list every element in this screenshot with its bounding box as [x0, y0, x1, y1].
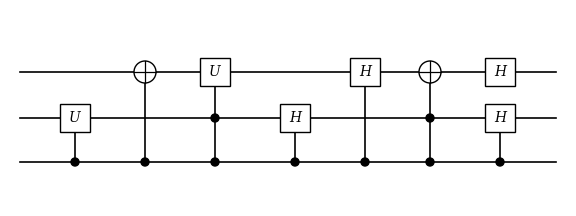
Bar — [200, 58, 230, 86]
Circle shape — [496, 158, 504, 166]
Circle shape — [211, 114, 219, 122]
Bar — [60, 104, 90, 132]
Circle shape — [426, 114, 434, 122]
Text: H: H — [289, 111, 301, 125]
Text: U: U — [209, 65, 221, 79]
Circle shape — [141, 158, 149, 166]
Text: H: H — [494, 65, 506, 79]
Bar — [280, 104, 310, 132]
Bar — [485, 58, 515, 86]
Circle shape — [291, 158, 299, 166]
Text: H: H — [359, 65, 371, 79]
Circle shape — [426, 158, 434, 166]
Circle shape — [134, 61, 156, 83]
Bar — [350, 58, 380, 86]
Bar — [485, 104, 515, 132]
Circle shape — [71, 158, 79, 166]
Circle shape — [419, 61, 441, 83]
Circle shape — [361, 158, 369, 166]
Circle shape — [211, 158, 219, 166]
Text: U: U — [69, 111, 81, 125]
Text: H: H — [494, 111, 506, 125]
